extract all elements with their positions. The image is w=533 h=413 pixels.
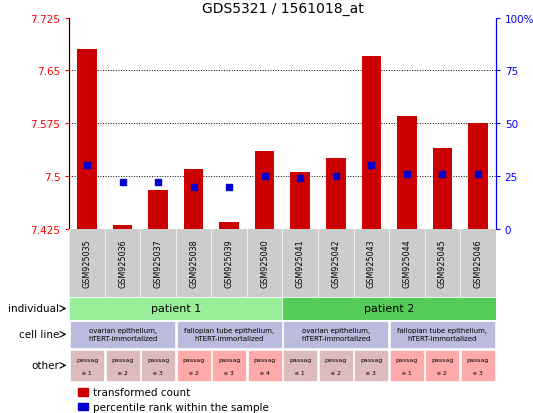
Bar — [354, 350, 389, 381]
Text: other: other — [31, 361, 59, 370]
Bar — [397, 117, 417, 229]
Text: GSM925036: GSM925036 — [118, 239, 127, 287]
Text: e 3: e 3 — [366, 370, 376, 375]
Text: passag: passag — [395, 357, 418, 362]
Bar — [433, 149, 452, 229]
Text: GSM925040: GSM925040 — [260, 239, 269, 287]
Text: GSM925039: GSM925039 — [225, 239, 233, 287]
Bar — [176, 321, 282, 348]
Text: passag: passag — [325, 357, 347, 362]
Bar — [70, 350, 104, 381]
Text: e 2: e 2 — [438, 370, 447, 375]
Text: e 3: e 3 — [473, 370, 483, 375]
Text: e 1: e 1 — [82, 370, 92, 375]
Text: e 3: e 3 — [153, 370, 163, 375]
Bar — [176, 350, 211, 381]
Text: passag: passag — [111, 357, 134, 362]
Text: passag: passag — [467, 357, 489, 362]
Text: transformed count: transformed count — [93, 387, 190, 397]
Bar — [148, 190, 168, 229]
Bar — [141, 350, 175, 381]
Text: individual: individual — [8, 304, 59, 314]
Text: e 2: e 2 — [189, 370, 199, 375]
Bar — [468, 124, 488, 229]
Bar — [184, 170, 204, 229]
Text: GSM925041: GSM925041 — [296, 239, 305, 287]
Bar — [461, 350, 495, 381]
Text: fallopian tube epithelium,
hTERT-immortalized: fallopian tube epithelium, hTERT-immorta… — [397, 327, 488, 341]
Bar — [425, 350, 459, 381]
Text: GSM925035: GSM925035 — [83, 239, 92, 287]
Bar — [78, 388, 88, 396]
Text: ovarian epithelium,
hTERT-immortalized: ovarian epithelium, hTERT-immortalized — [301, 327, 370, 341]
Bar — [212, 350, 246, 381]
Bar — [69, 297, 282, 320]
Bar — [77, 50, 97, 229]
Bar — [106, 350, 140, 381]
Text: cell line: cell line — [19, 330, 59, 339]
Text: GSM925044: GSM925044 — [402, 239, 411, 287]
Text: passag: passag — [218, 357, 240, 362]
Text: patient 1: patient 1 — [151, 304, 201, 314]
Bar — [248, 350, 282, 381]
Title: GDS5321 / 1561018_at: GDS5321 / 1561018_at — [201, 2, 364, 16]
Bar — [390, 350, 424, 381]
Text: e 2: e 2 — [331, 370, 341, 375]
Text: ovarian epithelium,
hTERT-immortalized: ovarian epithelium, hTERT-immortalized — [88, 327, 157, 341]
Bar — [78, 403, 88, 410]
Text: passag: passag — [182, 357, 205, 362]
Text: e 3: e 3 — [224, 370, 234, 375]
Text: passag: passag — [254, 357, 276, 362]
Bar — [255, 152, 274, 229]
Text: percentile rank within the sample: percentile rank within the sample — [93, 402, 269, 412]
Text: e 1: e 1 — [295, 370, 305, 375]
Text: GSM925037: GSM925037 — [154, 239, 163, 287]
Bar — [283, 350, 317, 381]
Text: e 4: e 4 — [260, 370, 270, 375]
Text: e 1: e 1 — [402, 370, 411, 375]
Text: e 2: e 2 — [118, 370, 127, 375]
Bar — [361, 57, 381, 229]
Text: GSM925042: GSM925042 — [332, 239, 340, 287]
Text: passag: passag — [360, 357, 383, 362]
Text: fallopian tube epithelium,
hTERT-immortalized: fallopian tube epithelium, hTERT-immorta… — [184, 327, 274, 341]
Text: patient 2: patient 2 — [364, 304, 414, 314]
Text: GSM925046: GSM925046 — [473, 239, 482, 287]
Bar — [220, 222, 239, 229]
Text: passag: passag — [431, 357, 454, 362]
Text: passag: passag — [289, 357, 311, 362]
Bar — [70, 321, 175, 348]
Bar — [290, 173, 310, 229]
Text: passag: passag — [76, 357, 98, 362]
Bar — [283, 321, 389, 348]
Bar — [113, 226, 132, 229]
Bar — [390, 321, 495, 348]
Bar — [282, 297, 496, 320]
Bar — [319, 350, 353, 381]
Text: GSM925043: GSM925043 — [367, 239, 376, 287]
Text: GSM925038: GSM925038 — [189, 239, 198, 287]
Text: passag: passag — [147, 357, 169, 362]
Bar — [326, 159, 345, 229]
Text: GSM925045: GSM925045 — [438, 239, 447, 287]
